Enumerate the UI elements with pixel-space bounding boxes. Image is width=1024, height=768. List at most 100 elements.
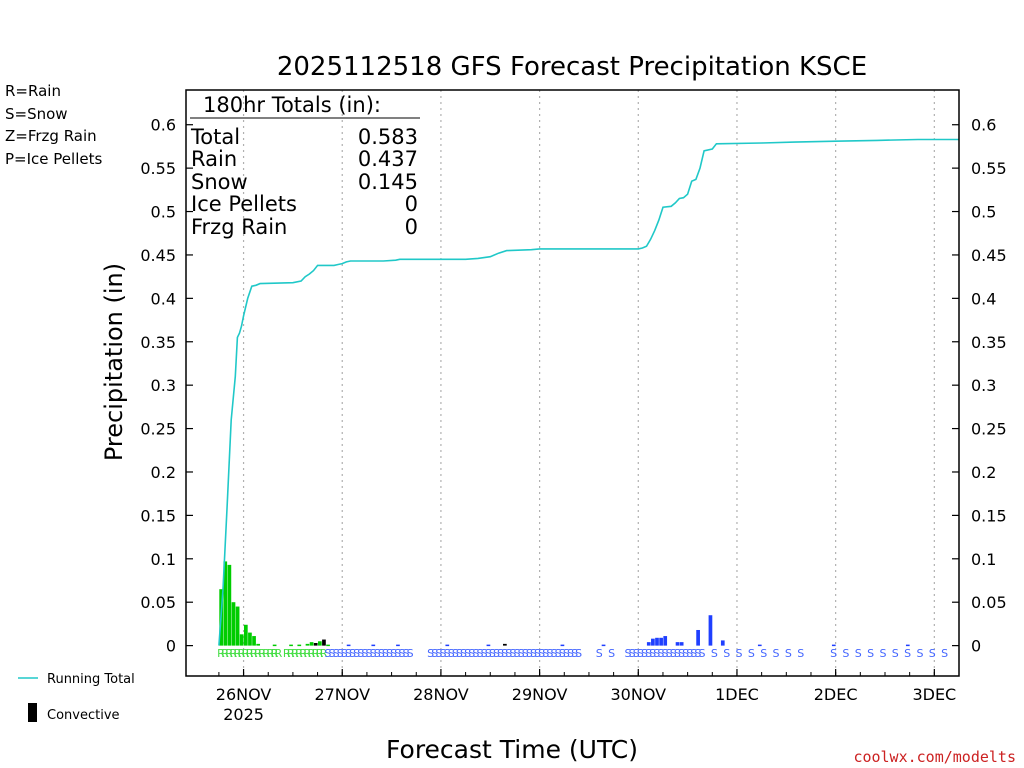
- precip-bar-rain: [252, 636, 256, 646]
- running-total-layer: [218, 138, 959, 646]
- ptype-letter: S: [353, 647, 360, 660]
- y-tick-label-right: 0.35: [971, 333, 1007, 352]
- bottom-legend: Running Total Convective: [18, 672, 135, 723]
- ptype-letter: S: [571, 647, 578, 660]
- precip-bar-snow: [445, 644, 450, 647]
- y-axis-left: 0 0.05 0.1 0.15 0.2 0.25 0.3 0.35 0.4 0.45 0.5 0.55…: [140, 116, 193, 656]
- ptype-letter: S: [361, 647, 368, 660]
- precip-bar-snow: [651, 638, 655, 646]
- precip-bar-snow: [720, 640, 725, 646]
- totals-label-ice-pellets: Ice Pellets: [191, 192, 297, 216]
- y-tick-label-left: 0.55: [140, 159, 176, 178]
- x-tick-label: 30NOV: [610, 685, 666, 704]
- precip-bar-snow: [659, 637, 663, 646]
- ptype-letter: S: [497, 647, 504, 660]
- precip-bar-snow: [831, 644, 836, 647]
- ptype-letter: R: [303, 647, 311, 660]
- ptype-letter: S: [534, 647, 541, 660]
- chart-title: 2025112518 GFS Forecast Precipitation KS…: [277, 52, 867, 82]
- ptype-letter: S: [785, 647, 792, 660]
- precip-bar-snow: [757, 644, 762, 647]
- ptype-run-snow: S: [608, 647, 615, 660]
- precip-bar-rain: [305, 643, 310, 646]
- ptype-letter: S: [485, 647, 492, 660]
- ptype-letter: S: [904, 647, 911, 660]
- y-tick-label-right: 0.45: [971, 246, 1007, 265]
- ptype-letter: S: [723, 647, 730, 660]
- y-tick-label-left: 0.6: [151, 116, 176, 135]
- ptype-letter: S: [830, 647, 837, 660]
- totals-value-freezing-rain: 0: [405, 215, 418, 239]
- totals-label-snow: Snow: [191, 170, 248, 194]
- ptype-letter: R: [238, 647, 246, 660]
- ptype-letter: S: [941, 647, 948, 660]
- totals-box: 180hr Totals (in): Total 0.583 Rain 0.43…: [190, 93, 420, 239]
- ptype-letter: S: [678, 647, 685, 660]
- ptype-letter: S: [476, 647, 483, 660]
- ptype-letter: S: [464, 647, 471, 660]
- source-credit: coolwx.com/modelts: [853, 748, 1016, 766]
- ptype-letter: S: [365, 647, 372, 660]
- y-tick-label-right: 0.05: [971, 593, 1007, 612]
- ptype-letter: S: [328, 647, 335, 660]
- ptype-letter: S: [662, 647, 669, 660]
- ptype-letter: R: [246, 647, 254, 660]
- ptype-letter: R: [287, 647, 295, 660]
- ptype-letter: R: [271, 647, 279, 660]
- ptype-run-rain: RR: [271, 647, 283, 660]
- ptype-letter: S: [398, 647, 405, 660]
- y-axis-label: Precipitation (in): [100, 263, 128, 461]
- precip-bar-snow: [371, 644, 376, 647]
- ptype-letter: S: [472, 647, 479, 660]
- precip-bar-rain: [248, 632, 252, 646]
- precip-bar-rain: [223, 561, 228, 646]
- y-tick-label-right: 0.3: [971, 376, 996, 395]
- convective-legend-swatch: [28, 703, 37, 722]
- ptype-letter: S: [394, 647, 401, 660]
- y-tick-label-right: 0.4: [971, 289, 996, 308]
- ptype-letter: R: [225, 647, 233, 660]
- ptype-run-rain: R: [320, 647, 328, 660]
- x-tick-label: 29NOV: [512, 685, 568, 704]
- ptype-letter: S: [349, 647, 356, 660]
- ptype-letter: S: [522, 647, 529, 660]
- ptype-letter: S: [657, 647, 664, 660]
- y-tick-label-left: 0: [166, 637, 176, 656]
- x-tick-sublabel-year: 2025: [223, 705, 264, 724]
- precip-bar-rain: [272, 644, 277, 647]
- x-tick-label: 2DEC: [814, 685, 858, 704]
- y-tick-label-left: 0.4: [151, 289, 176, 308]
- ptype-letter: R: [258, 647, 266, 660]
- precip-bar-snow: [663, 636, 668, 646]
- ptype-letter: S: [505, 647, 512, 660]
- ptype-letter: S: [916, 647, 923, 660]
- precip-bar-rain: [297, 644, 302, 647]
- running-total-legend-label: Running Total: [47, 672, 135, 687]
- y-tick-label-left: 0.1: [151, 550, 176, 569]
- x-tick-label: 27NOV: [314, 685, 370, 704]
- precip-bar-rain: [243, 624, 248, 646]
- ptype-letter: S: [460, 647, 467, 660]
- ptype-letter: S: [760, 647, 767, 660]
- ptype-letter: S: [842, 647, 849, 660]
- ptype-letter: S: [456, 647, 463, 660]
- ptype-letter: S: [452, 647, 459, 660]
- ptype-run-snow: S: [596, 647, 603, 660]
- precip-bar-rain: [231, 602, 236, 646]
- ptype-letter: R: [250, 647, 258, 660]
- y-tick-label-left: 0.5: [151, 203, 176, 222]
- precip-bar-snow: [560, 644, 565, 647]
- ptype-letter: R: [295, 647, 303, 660]
- ptype-letter: S: [773, 647, 780, 660]
- running-total-line: [218, 138, 959, 646]
- x-tick-label: 26NOV: [216, 685, 272, 704]
- precip-bar-convective: [503, 643, 507, 646]
- ptype-letter: S: [629, 647, 636, 660]
- precip-type-legend: R=Rain S=Snow Z=Frzg Rain P=Ice Pellets: [5, 82, 102, 168]
- legend-rain: R=Rain: [5, 82, 61, 100]
